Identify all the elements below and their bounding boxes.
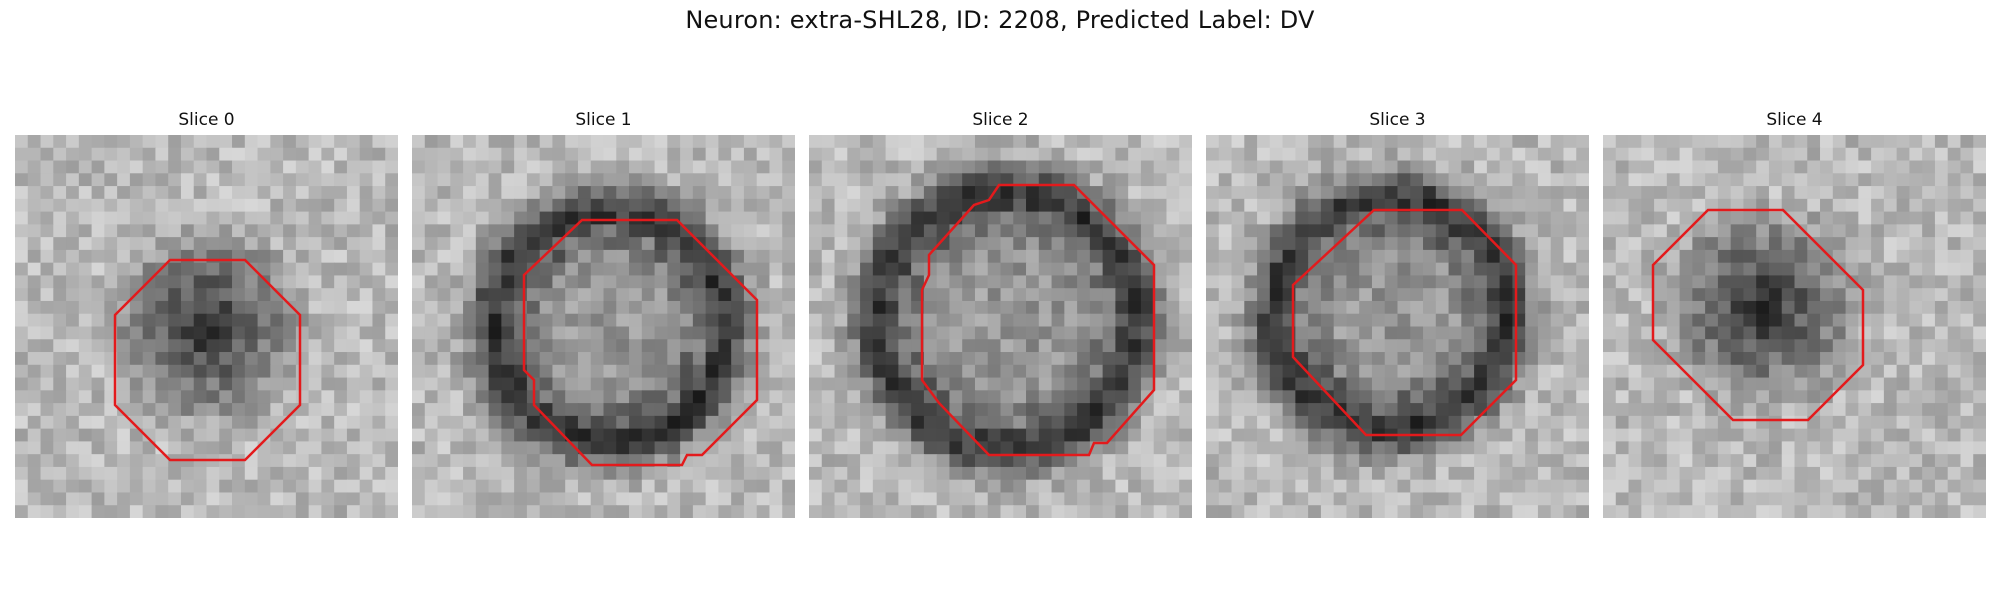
grayscale-pixel-grid <box>15 135 398 518</box>
grayscale-pixel-grid <box>809 135 1192 518</box>
slice-panel-4: Slice 4 <box>1603 105 1986 518</box>
slice-image-4 <box>1603 135 1986 518</box>
figure-title: Neuron: extra-SHL28, ID: 2208, Predicted… <box>685 6 1315 34</box>
slice-image-1 <box>412 135 795 518</box>
segmentation-contour <box>1651 208 1865 422</box>
slice-image-3 <box>1206 135 1589 518</box>
grayscale-pixel-grid <box>1603 135 1986 518</box>
grayscale-pixel-grid <box>412 135 795 518</box>
slice-panel-1: Slice 1 <box>412 105 795 518</box>
slice-title-1: Slice 1 <box>575 110 632 130</box>
slice-title-3: Slice 3 <box>1369 110 1426 130</box>
segmentation-contour <box>113 258 302 462</box>
grayscale-pixel-grid <box>1206 135 1589 518</box>
segmentation-contour <box>920 183 1156 457</box>
slice-title-2: Slice 2 <box>972 110 1029 130</box>
slice-title-4: Slice 4 <box>1766 110 1823 130</box>
slice-panel-0: Slice 0 <box>15 105 398 518</box>
slice-image-2 <box>809 135 1192 518</box>
slice-title-0: Slice 0 <box>178 110 235 130</box>
slice-panel-3: Slice 3 <box>1206 105 1589 518</box>
slice-image-0 <box>15 135 398 518</box>
segmentation-contour <box>522 218 759 467</box>
slice-panel-2: Slice 2 <box>809 105 1192 518</box>
segmentation-contour <box>1291 208 1518 437</box>
